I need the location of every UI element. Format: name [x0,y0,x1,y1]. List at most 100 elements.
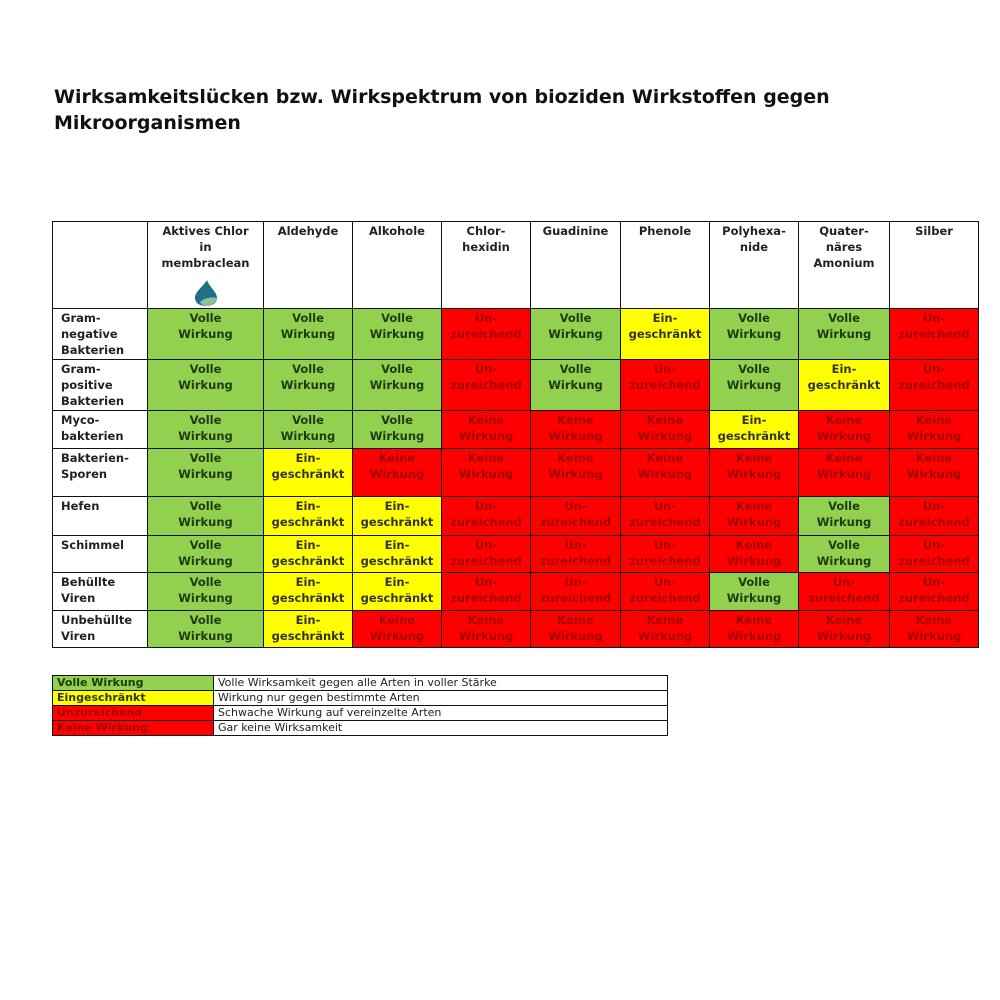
status-cell: Volle Wirkung [147,496,264,536]
status-cell: Un-zureichend [889,308,979,360]
column-header: Polyhexa-nide [709,221,799,309]
status-cell: Ein-geschränkt [263,610,353,648]
row-label: Gram-negative Bakterien [52,308,148,360]
column-header-label: Aldehyde [277,224,339,238]
column-header: Aktives Chlor in membraclean [147,221,264,309]
status-cell: Ein-geschränkt [352,535,442,573]
status-cell: Volle Wirkung [147,308,264,360]
status-cell: Un-zureichend [889,496,979,536]
status-cell: Un-zureichend [620,572,710,611]
status-cell: Un-zureichend [530,572,621,611]
status-cell: Volle Wirkung [147,448,264,497]
status-cell: Un-zureichend [441,359,531,411]
status-cell: Ein-geschränkt [263,572,353,611]
table-row: Unbehüllte Viren Volle Wirkung Ein-geschränk… [52,610,979,648]
column-header-label: Quater-näres Amonium [813,224,875,270]
efficacy-table: Aktives Chlor in membraclean Aldehyde Alkoho… [52,221,979,648]
column-header: Quater-näres Amonium [798,221,890,309]
column-header-label: Chlor-hexidin [462,224,510,254]
status-cell: Keine Wirkung [798,448,890,497]
row-label: Behüllte Viren [52,572,148,611]
column-header-label: Polyhexa-nide [722,224,786,254]
status-cell: Keine Wirkung [352,610,442,648]
row-label: Bakterien- Sporen [52,448,148,497]
legend-row: Unzureichend Schwache Wirkung auf vereinz… [52,705,668,721]
status-cell: Keine Wirkung [441,610,531,648]
membraclean-drop-icon [194,280,217,306]
column-header-label: Alkohole [369,224,425,238]
status-cell: Un-zureichend [530,535,621,573]
status-cell: Keine Wirkung [530,410,621,449]
status-cell: Keine Wirkung [620,610,710,648]
status-cell: Volle Wirkung [798,308,890,360]
status-cell: Un-zureichend [441,496,531,536]
table-row: Bakterien- Sporen Volle Wirkung Ein-geschrän… [52,448,979,497]
status-cell: Un-zureichend [798,572,890,611]
status-cell: Volle Wirkung [263,359,353,411]
column-header: Guadinine [530,221,621,309]
column-header-label: Silber [915,224,953,238]
status-cell: Volle Wirkung [147,410,264,449]
status-cell: Keine Wirkung [889,410,979,449]
legend-row: Volle Wirkung Volle Wirksamkeit gegen all… [52,675,668,691]
status-cell: Volle Wirkung [263,308,353,360]
row-label: Hefen [52,496,148,536]
column-header: Aldehyde [263,221,353,309]
status-cell: Keine Wirkung [441,448,531,497]
status-cell: Ein-geschränkt [620,308,710,360]
status-cell: Volle Wirkung [263,410,353,449]
status-cell: Volle Wirkung [530,308,621,360]
status-cell: Volle Wirkung [530,359,621,411]
legend-key: Eingeschränkt [52,690,214,706]
status-cell: Un-zureichend [620,535,710,573]
status-cell: Ein-geschränkt [263,448,353,497]
row-label: Schimmel [52,535,148,573]
table-row: Myco-bakterien Volle Wirkung Volle Wirkung Vo… [52,410,979,449]
legend-description: Wirkung nur gegen bestimmte Arten [213,690,668,706]
column-header: Alkohole [352,221,442,309]
table-row: Gram-negative Bakterien Volle Wirkung Volle W… [52,308,979,360]
column-header-label: Guadinine [542,224,609,238]
status-cell: Ein-geschränkt [352,496,442,536]
column-header: Phenole [620,221,710,309]
row-label: Unbehüllte Viren [52,610,148,648]
status-cell: Un-zureichend [530,496,621,536]
status-cell: Volle Wirkung [352,308,442,360]
status-cell: Keine Wirkung [798,610,890,648]
status-cell: Volle Wirkung [709,572,799,611]
status-cell: Keine Wirkung [709,496,799,536]
status-cell: Volle Wirkung [147,572,264,611]
status-cell: Keine Wirkung [441,410,531,449]
header-row: Aktives Chlor in membraclean Aldehyde Alkoho… [52,221,979,309]
status-cell: Un-zureichend [441,572,531,611]
column-header-label: Phenole [638,224,692,238]
table-row: Gram-positive Bakterien Volle Wirkung Volle W… [52,359,979,411]
status-cell: Keine Wirkung [530,448,621,497]
column-header: Chlor-hexidin [441,221,531,309]
status-cell: Volle Wirkung [709,308,799,360]
status-cell: Keine Wirkung [620,448,710,497]
status-cell: Keine Wirkung [352,448,442,497]
status-cell: Volle Wirkung [352,410,442,449]
legend-table: Volle Wirkung Volle Wirksamkeit gegen all… [52,675,668,736]
page-title: Wirksamkeitslücken bzw. Wirkspektrum von… [54,86,830,134]
table-row: Schimmel Volle Wirkung Ein-geschränkt Ein-ge… [52,535,979,573]
status-cell: Keine Wirkung [530,610,621,648]
status-cell: Volle Wirkung [147,610,264,648]
legend-key: Keine Wirkung [52,720,214,736]
status-cell: Keine Wirkung [889,610,979,648]
table-row: Behüllte Viren Volle Wirkung Ein-geschränkt E… [52,572,979,611]
status-cell: Ein-geschränkt [263,496,353,536]
status-cell: Un-zureichend [889,535,979,573]
status-cell: Volle Wirkung [352,359,442,411]
table-row: Hefen Volle Wirkung Ein-geschränkt Ein-gesch… [52,496,979,536]
legend-description: Gar keine Wirksamkeit [213,720,668,736]
status-cell: Volle Wirkung [709,359,799,411]
legend-key: Unzureichend [52,705,214,721]
status-cell: Volle Wirkung [798,496,890,536]
legend-description: Volle Wirksamkeit gegen alle Arten in vo… [213,675,668,691]
status-cell: Un-zureichend [620,359,710,411]
status-cell: Keine Wirkung [620,410,710,449]
legend-description: Schwache Wirkung auf vereinzelte Arten [213,705,668,721]
status-cell: Keine Wirkung [798,410,890,449]
